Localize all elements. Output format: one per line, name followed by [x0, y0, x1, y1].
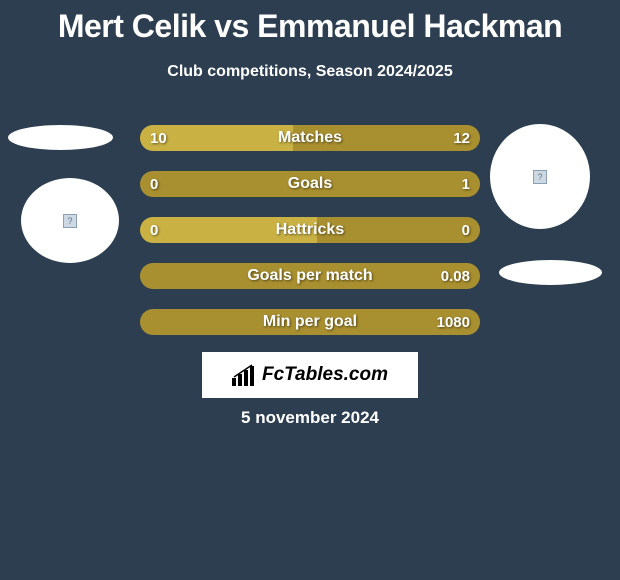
stat-right-value: 1 [462, 171, 470, 197]
chart-icon [232, 364, 256, 386]
stat-right-value: 0.08 [441, 263, 470, 289]
image-placeholder-icon: ? [533, 170, 547, 184]
player-left-avatar: ? [21, 178, 119, 263]
stat-label: Matches [140, 125, 480, 151]
image-placeholder-icon: ? [63, 214, 77, 228]
date-text: 5 november 2024 [0, 408, 620, 428]
brand-text: FcTables.com [262, 364, 388, 386]
stat-label: Goals [140, 171, 480, 197]
brand-box: FcTables.com [202, 352, 418, 398]
player-right-avatar: ? [490, 124, 590, 229]
stat-bar: 0 Hattricks 0 [140, 217, 480, 243]
stat-right-value: 1080 [437, 309, 470, 335]
stat-label: Hattricks [140, 217, 480, 243]
stat-label: Min per goal [140, 309, 480, 335]
stat-label: Goals per match [140, 263, 480, 289]
decorative-ellipse-top-left [8, 125, 113, 150]
stat-bar: 0 Goals 1 [140, 171, 480, 197]
decorative-ellipse-bottom-right [499, 260, 602, 285]
page-subtitle: Club competitions, Season 2024/2025 [0, 63, 620, 81]
stat-bar: Goals per match 0.08 [140, 263, 480, 289]
page-title: Mert Celik vs Emmanuel Hackman [0, 0, 620, 45]
stat-right-value: 12 [453, 125, 470, 151]
stat-right-value: 0 [462, 217, 470, 243]
comparison-bars: 10 Matches 12 0 Goals 1 0 Hattricks 0 Go… [140, 125, 480, 355]
stat-bar: 10 Matches 12 [140, 125, 480, 151]
stat-bar: Min per goal 1080 [140, 309, 480, 335]
